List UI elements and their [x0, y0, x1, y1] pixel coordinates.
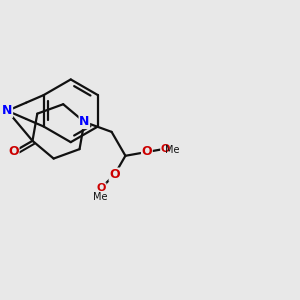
Text: Me: Me [166, 145, 180, 155]
Text: O: O [142, 146, 152, 158]
Text: O: O [97, 183, 106, 193]
Text: O: O [109, 168, 120, 181]
Text: N: N [2, 104, 13, 117]
Text: N: N [79, 116, 89, 128]
Text: O: O [8, 145, 19, 158]
Text: O: O [161, 144, 170, 154]
Text: Me: Me [93, 192, 108, 202]
